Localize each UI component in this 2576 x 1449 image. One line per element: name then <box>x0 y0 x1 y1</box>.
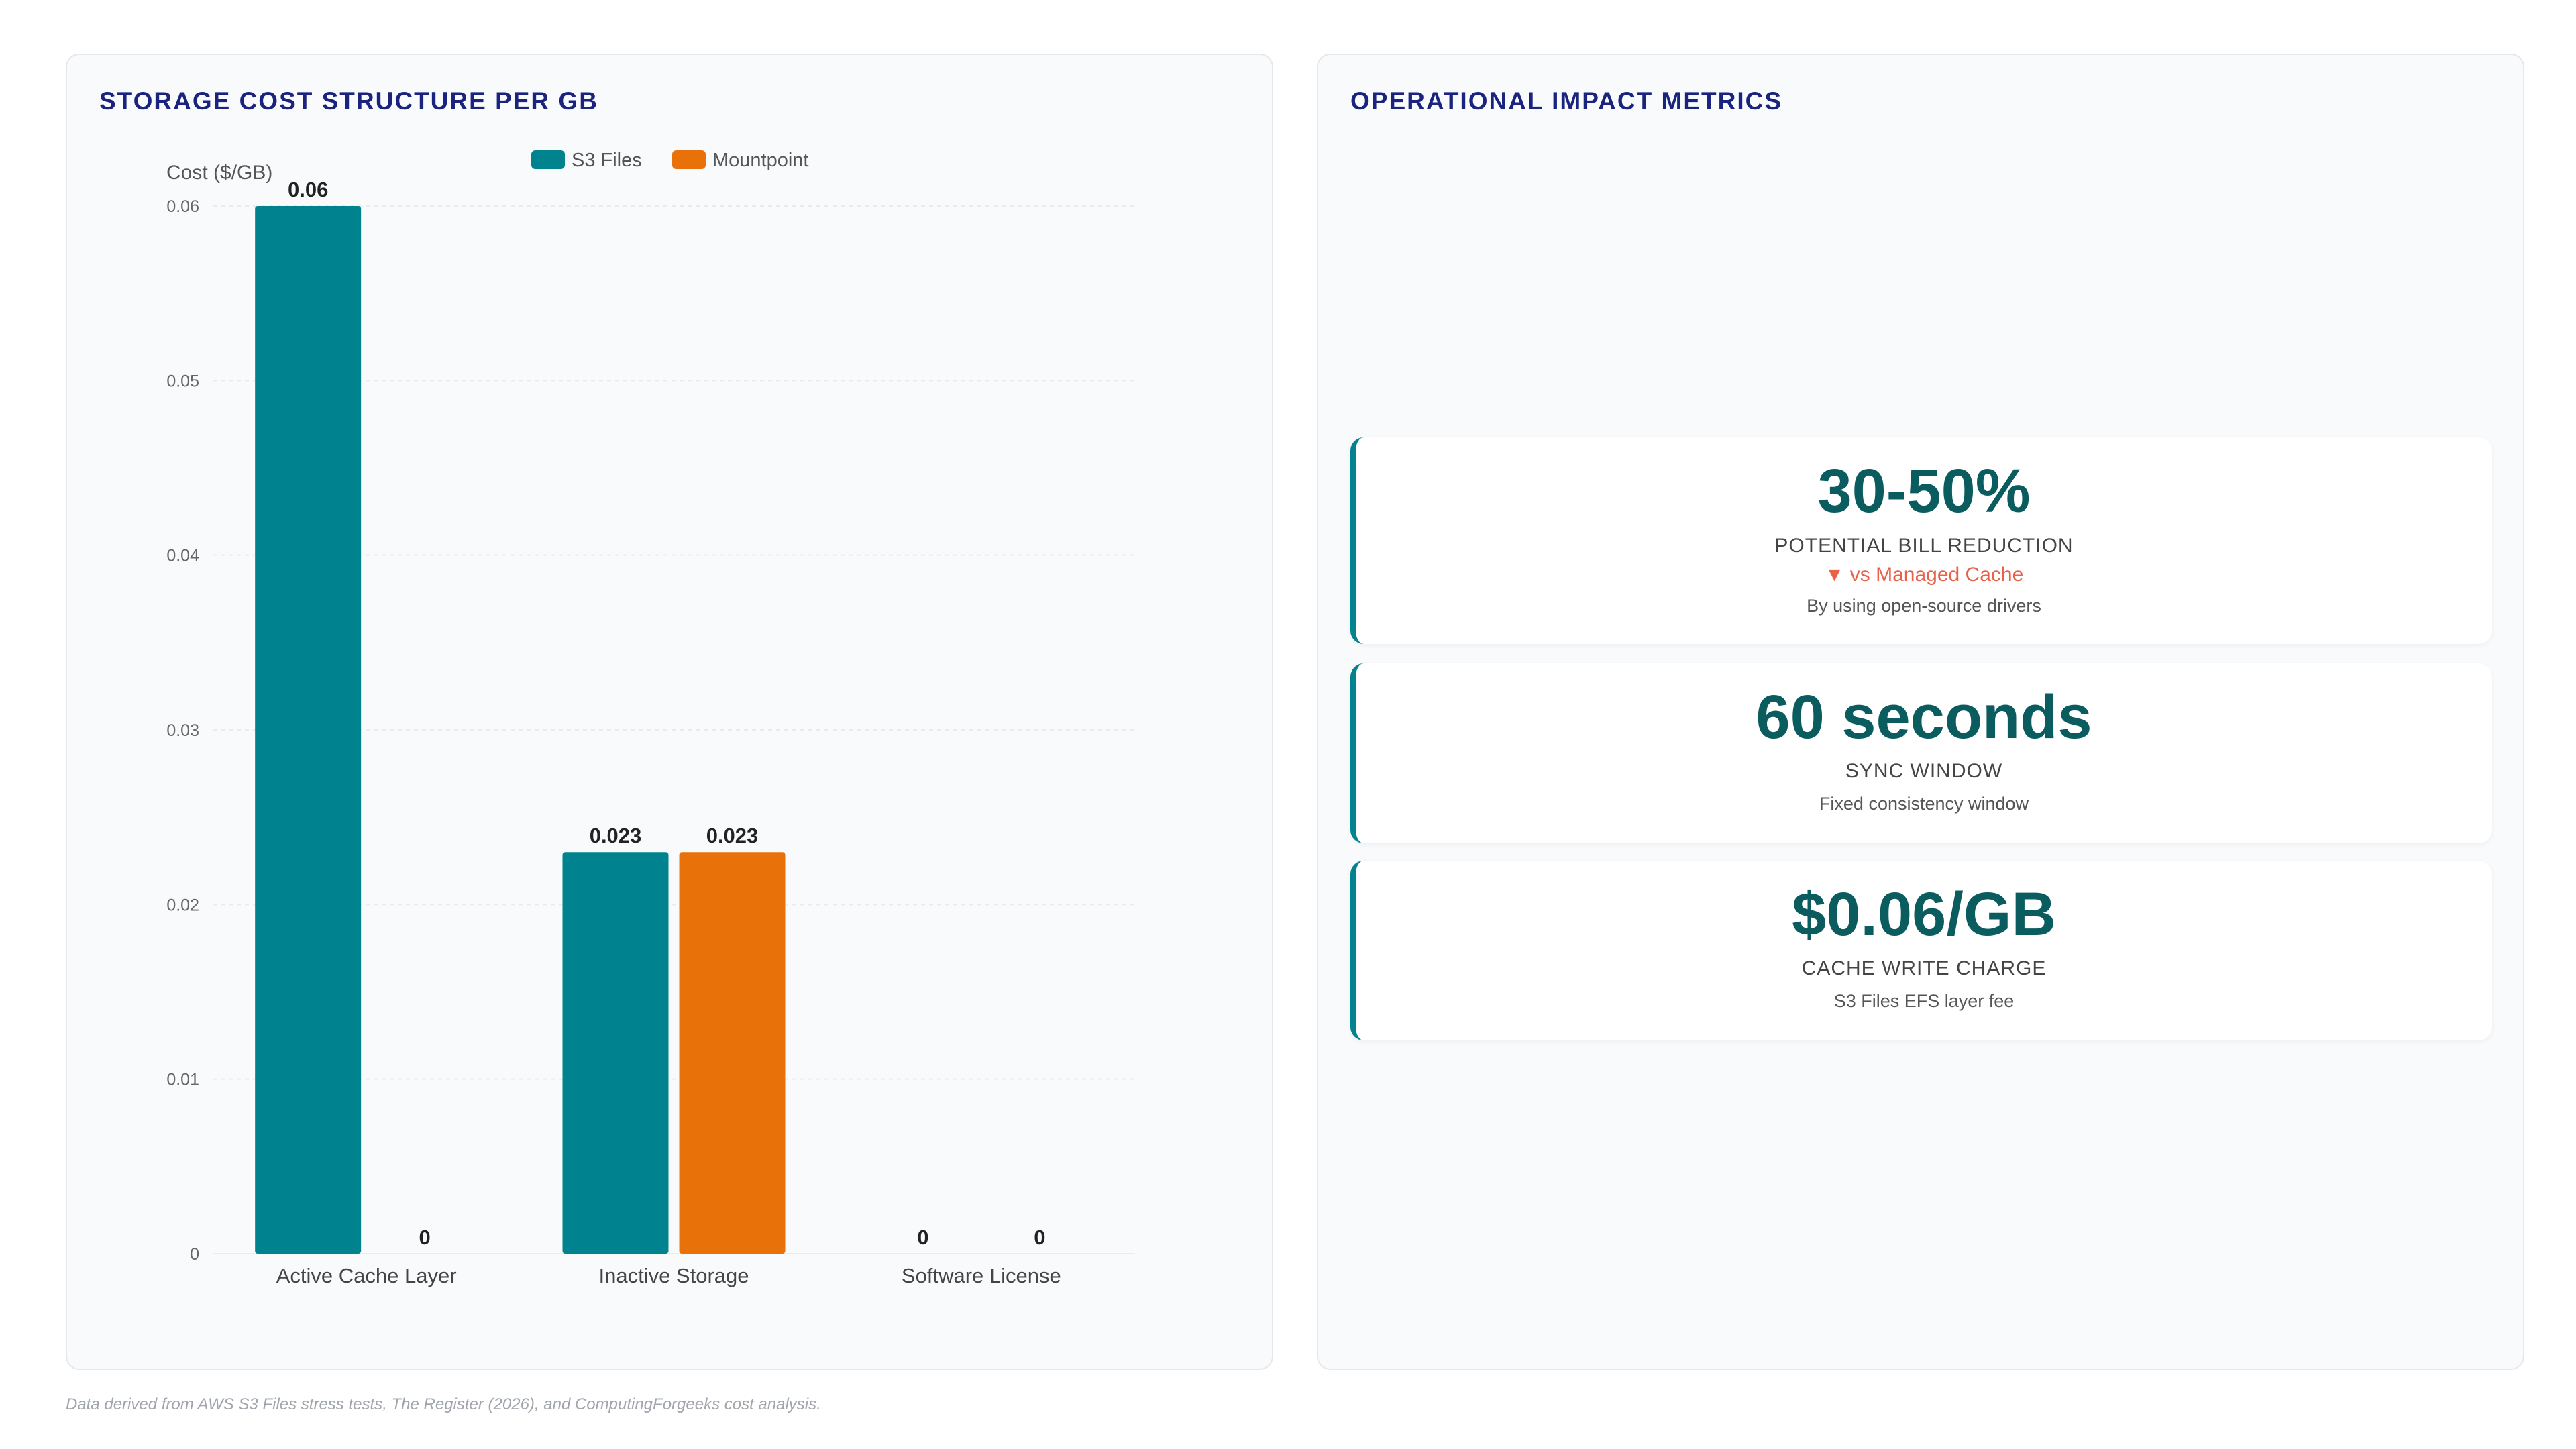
data-source-footnote: Data derived from AWS S3 Files stress te… <box>66 1395 821 1413</box>
legend-swatch <box>672 150 706 169</box>
y-axis-title: Cost ($/GB) <box>166 162 272 184</box>
bar-s3-files <box>255 206 362 1254</box>
metric-label: POTENTIAL BILL REDUCTION <box>1774 535 2074 557</box>
metric-card-cache-write: $0.06/GB CACHE WRITE CHARGE S3 Files EFS… <box>1350 861 2492 1040</box>
bar-data-label: 0.023 <box>706 824 759 847</box>
chart-axes: 0 0.01 0.02 0.03 0.04 0.05 0.06 Cost ($/GB) Acti… <box>166 162 1061 1287</box>
bar-data-label: 0 <box>419 1226 431 1249</box>
metric-description: By using open-source drivers <box>1807 596 2041 616</box>
metric-description: Fixed consistency window <box>1819 794 2029 814</box>
legend-label: S3 Files <box>572 150 642 171</box>
y-tick-label: 0.02 <box>166 896 199 914</box>
x-tick-label: Software License <box>902 1264 1061 1287</box>
chart-grid <box>213 205 1135 1254</box>
bar-mountpoint <box>679 852 786 1254</box>
metric-label: CACHE WRITE CHARGE <box>1801 957 2047 979</box>
y-tick-label: 0.01 <box>166 1071 199 1089</box>
y-tick-label: 0.05 <box>166 372 199 390</box>
bar-data-label: 0 <box>917 1226 928 1249</box>
y-tick-label: 0.06 <box>166 197 199 216</box>
y-tick-label: 0.04 <box>166 547 199 566</box>
metric-card-bill-reduction: 30-50% POTENTIAL BILL REDUCTION ▼ vs Man… <box>1350 437 2492 644</box>
legend-label: Mountpoint <box>712 150 809 171</box>
legend-swatch <box>531 150 565 169</box>
y-tick-label: 0.03 <box>166 721 199 740</box>
metric-value: $0.06/GB <box>1792 880 2056 949</box>
operational-metrics-title: OPERATIONAL IMPACT METRICS <box>1350 87 1782 115</box>
x-tick-label: Active Cache Layer <box>276 1264 457 1287</box>
bar-data-label: 0.023 <box>590 824 642 847</box>
metric-card-sync-window: 60 seconds SYNC WINDOW Fixed consistency… <box>1350 663 2492 843</box>
metric-value: 30-50% <box>1817 457 2031 525</box>
metric-trend: ▼ vs Managed Cache <box>1824 564 2024 586</box>
bar-s3-files <box>562 852 669 1254</box>
chart-legend: S3 Files Mountpoint <box>531 150 809 171</box>
metric-description: S3 Files EFS layer fee <box>1833 991 2015 1011</box>
cost-bar-chart: 0 0.01 0.02 0.03 0.04 0.05 0.06 Cost ($/GB) Acti… <box>166 150 1135 1287</box>
y-tick-label: 0 <box>190 1245 199 1264</box>
chart-data-labels: 0.06 0 0.023 0.023 0 0 <box>288 178 1045 1249</box>
bar-data-label: 0 <box>1034 1226 1045 1249</box>
cost-structure-title: STORAGE COST STRUCTURE PER GB <box>99 87 598 115</box>
cost-structure-panel: STORAGE COST STRUCTURE PER GB 0 0.01 0.02 0… <box>66 54 1273 1370</box>
operational-metrics-panel: OPERATIONAL IMPACT METRICS 30-50% POTENT… <box>1317 54 2524 1370</box>
metric-value: 60 seconds <box>1756 683 2092 751</box>
chart-bars <box>255 206 786 1254</box>
x-tick-label: Inactive Storage <box>598 1264 749 1287</box>
metric-label: SYNC WINDOW <box>1845 760 2003 782</box>
bar-data-label: 0.06 <box>288 178 328 201</box>
